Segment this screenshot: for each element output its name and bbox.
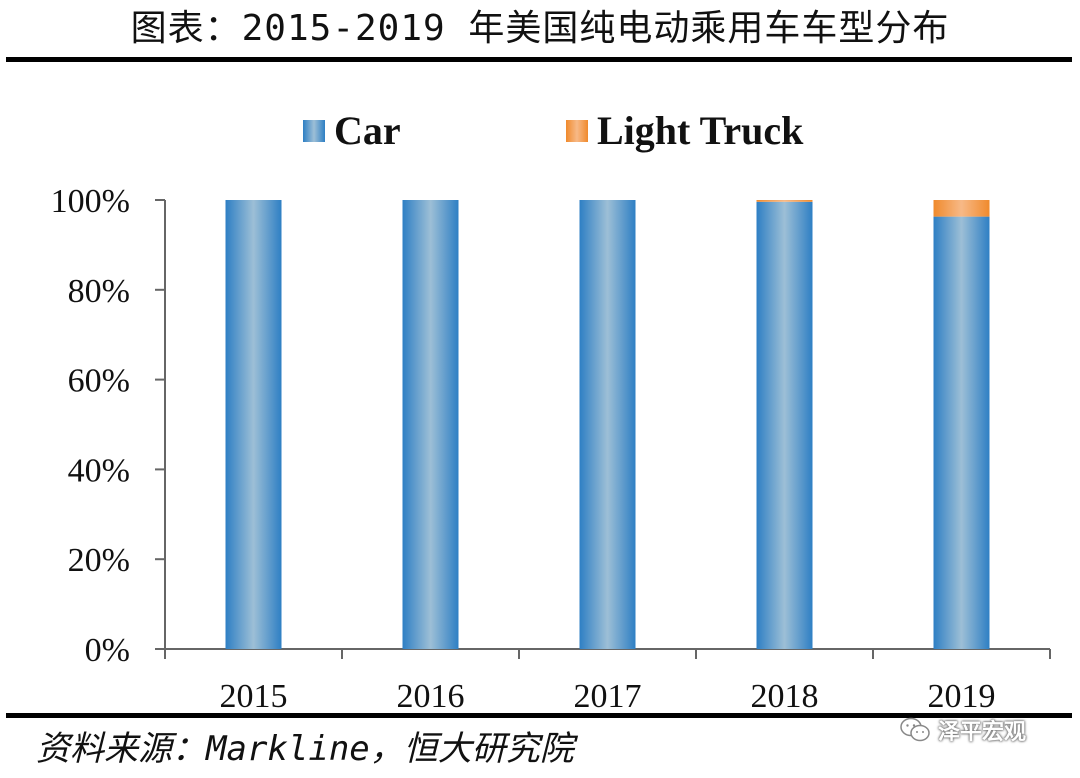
bar-car	[756, 201, 813, 649]
y-tick-label: 40%	[68, 452, 130, 489]
y-tick-label: 0%	[85, 632, 130, 669]
bar-light-truck	[756, 200, 813, 202]
source-note: 资料来源：Markline，恒大研究院	[36, 729, 574, 769]
bar-car	[225, 200, 282, 649]
legend: Car Light Truck	[303, 108, 804, 153]
bars	[225, 200, 990, 649]
y-tick-label: 100%	[51, 183, 130, 220]
x-tick-label: 2015	[220, 678, 288, 710]
y-tick-label: 60%	[68, 363, 130, 400]
legend-swatch-car	[303, 120, 325, 142]
x-tick-label: 2019	[928, 678, 996, 710]
x-tick-label: 2016	[397, 678, 465, 710]
top-divider	[6, 57, 1072, 62]
watermark: 泽平宏观	[900, 708, 1026, 752]
bar-light-truck	[933, 200, 990, 217]
legend-label-car: Car	[334, 108, 401, 153]
x-tick-label: 2017	[574, 678, 642, 710]
legend-label-light-truck: Light Truck	[597, 108, 804, 153]
y-tick-label: 20%	[68, 542, 130, 579]
chart-area: Car Light Truck 0% 20% 40% 60% 80% 100% 2015 201…	[51, 108, 1051, 710]
legend-swatch-light-truck	[566, 120, 588, 142]
x-tick-label: 2018	[751, 678, 819, 710]
bar-car	[933, 216, 990, 649]
chart-title: 图表：2015-2019 年美国纯电动乘用车车型分布	[130, 8, 950, 49]
bar-car	[402, 200, 459, 649]
tick-labels: 0% 20% 40% 60% 80% 100% 2015 2016 2017 2018 2019	[51, 183, 996, 710]
bottom-divider	[6, 713, 1072, 718]
y-tick-label: 80%	[68, 273, 130, 310]
bar-car	[579, 200, 636, 649]
watermark-text: 泽平宏观	[938, 720, 1027, 745]
wechat-icon	[900, 717, 930, 742]
